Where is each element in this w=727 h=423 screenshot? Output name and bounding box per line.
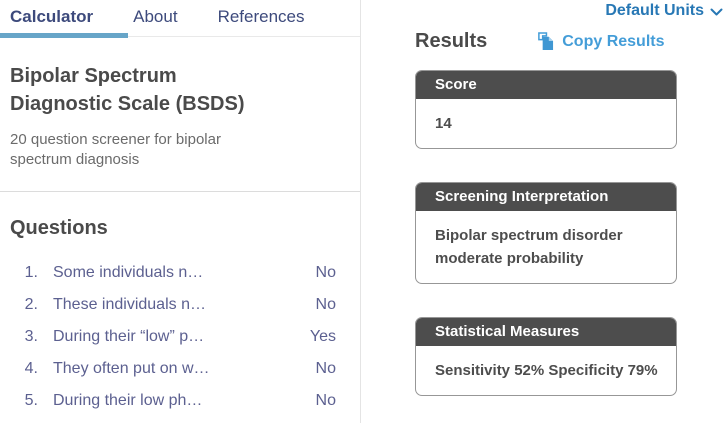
- question-answer: No: [315, 392, 336, 409]
- tab-references[interactable]: References: [217, 7, 305, 26]
- question-answer: No: [315, 296, 336, 313]
- question-number: 4.: [24, 360, 38, 377]
- question-answer: No: [315, 264, 336, 281]
- copy-results-label: Copy Results: [562, 32, 665, 50]
- question-text: During their “low” p…: [53, 328, 205, 345]
- calculator-panel: Calculator About References Bipolar Spec…: [0, 0, 361, 423]
- result-card-value: Bipolar spectrum disorder moderate proba…: [435, 227, 623, 267]
- result-card-score: Score 14: [415, 70, 677, 149]
- question-row-5[interactable]: 5. During their low ph… No: [10, 392, 336, 414]
- question-text: During their low ph…: [53, 392, 203, 409]
- question-answer: No: [315, 360, 336, 377]
- question-number: 5.: [24, 392, 38, 409]
- question-number: 1.: [24, 264, 38, 281]
- copy-results-button[interactable]: Copy Results: [537, 32, 665, 51]
- result-card-screening-interpretation: Screening Interpretation Bipolar spectru…: [415, 182, 677, 284]
- result-card-header: Score: [416, 71, 676, 99]
- result-card-value: 14: [435, 115, 452, 132]
- page-title: Bipolar Spectrum Diagnostic Scale (BSDS): [10, 65, 245, 115]
- question-text: Some individuals n…: [53, 264, 204, 281]
- questions-heading: Questions: [10, 217, 108, 239]
- units-selector[interactable]: Default Units: [605, 2, 723, 20]
- units-label: Default Units: [605, 2, 704, 19]
- tab-calculator[interactable]: Calculator: [10, 7, 94, 26]
- question-row-2[interactable]: 2. These individuals n… No: [10, 296, 336, 318]
- question-number: 3.: [24, 328, 38, 345]
- result-card-header: Screening Interpretation: [416, 183, 676, 211]
- copy-icon: [538, 32, 554, 50]
- result-card-value: Sensitivity 52% Specificity 79%: [435, 362, 658, 379]
- result-card-header: Statistical Measures: [416, 318, 676, 346]
- results-heading: Results: [415, 30, 488, 52]
- question-answer: Yes: [309, 328, 336, 345]
- question-row-1[interactable]: 1. Some individuals n… No: [10, 264, 336, 286]
- result-card-statistical-measures: Statistical Measures Sensitivity 52% Spe…: [415, 317, 677, 396]
- results-header: Results Copy Results: [415, 30, 727, 53]
- tab-about[interactable]: About: [133, 7, 178, 26]
- tab-bar: Calculator About References: [0, 0, 360, 38]
- question-number: 2.: [24, 296, 38, 313]
- question-row-4[interactable]: 4. They often put on w… No: [10, 360, 336, 382]
- results-panel: Default Units Results Copy Results Score…: [362, 0, 727, 423]
- chevron-down-icon: [710, 8, 723, 16]
- page-subtitle: 20 question screener for bipolar spectru…: [10, 131, 221, 168]
- question-row-3[interactable]: 3. During their “low” p… Yes: [10, 328, 336, 350]
- question-text: They often put on w…: [53, 360, 210, 377]
- section-divider: [0, 191, 360, 192]
- question-text: These individuals n…: [53, 296, 206, 313]
- active-tab-underline: [0, 33, 128, 38]
- questions-list: 1. Some individuals n… No 2. These indiv…: [10, 264, 336, 414]
